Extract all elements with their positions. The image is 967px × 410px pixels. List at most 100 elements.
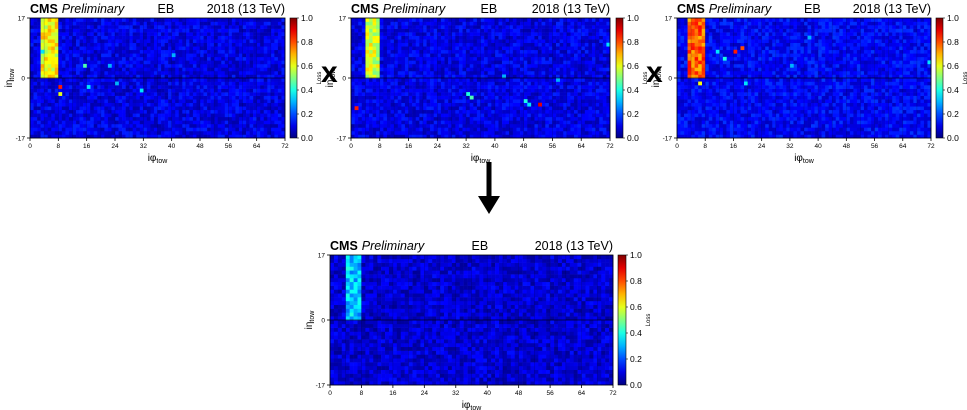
heatmap-cell — [523, 39, 528, 44]
heatmap-cell — [44, 120, 49, 125]
heatmap-cell — [595, 42, 600, 47]
heatmap-cell — [196, 95, 201, 100]
heatmap-cell — [267, 25, 272, 29]
heatmap-cell — [404, 21, 409, 26]
heatmap-cell — [86, 25, 91, 29]
heatmap-cell — [487, 56, 492, 61]
heatmap-cell — [178, 99, 183, 104]
heatmap-cell — [61, 81, 66, 86]
heatmap-cell — [97, 81, 102, 86]
heatmap-cell — [473, 67, 478, 72]
heatmap-cell — [523, 95, 528, 100]
heatmap-cell — [552, 25, 557, 29]
heatmap-cell — [584, 60, 589, 65]
heatmap-cell — [354, 85, 359, 89]
heatmap-cell — [274, 109, 279, 114]
heatmap-cell — [185, 49, 190, 54]
heatmap-cell — [404, 130, 409, 135]
heatmap-cell — [118, 78, 123, 82]
heatmap-cell — [157, 88, 162, 93]
x-tick-label: 72 — [281, 143, 289, 150]
heatmap-cell — [502, 42, 506, 47]
heatmap-cell — [246, 39, 250, 44]
heatmap-cell — [132, 116, 137, 121]
heatmap-cell — [122, 21, 126, 26]
heatmap-cell — [351, 70, 355, 75]
heatmap-cell — [448, 53, 453, 58]
heatmap-cell — [437, 46, 442, 51]
heatmap-cell — [404, 46, 409, 51]
heatmap-cell — [552, 46, 557, 51]
heatmap-cell — [498, 56, 503, 61]
heatmap-cell — [505, 74, 510, 79]
status-label: Preliminary — [383, 2, 446, 16]
heatmap-cell — [390, 53, 395, 58]
heatmap-cell — [54, 25, 59, 29]
heatmap-cell — [54, 123, 59, 128]
heatmap-cell — [419, 102, 424, 107]
heatmap-cell — [168, 18, 172, 22]
heatmap-cell — [281, 74, 286, 79]
heatmap-cell — [419, 49, 424, 54]
heatmap-cell — [516, 70, 521, 75]
heatmap-cell — [168, 39, 172, 44]
heatmap-cell — [72, 28, 77, 33]
heatmap-cell — [178, 81, 183, 86]
heatmap-cell — [242, 25, 247, 29]
heatmap-cell — [40, 120, 45, 125]
heatmap-cell — [168, 21, 172, 26]
heatmap-cell — [267, 95, 272, 100]
heatmap-svg: CMS Preliminary EB 2018 (13 TeV)0 8 16 24 32 40 4… — [325, 2, 649, 165]
heatmap-cell — [189, 92, 194, 96]
heatmap-cell — [469, 21, 474, 26]
heatmap-cell — [185, 74, 190, 79]
heatmap-cell — [606, 25, 611, 29]
heatmap-cell — [175, 53, 180, 58]
heatmap-cell — [606, 85, 611, 89]
heatmap-cell — [368, 116, 373, 121]
heatmap-cell — [182, 88, 187, 93]
heatmap-cell — [559, 92, 564, 96]
heatmap-cell — [484, 25, 488, 29]
heatmap-cell — [207, 46, 211, 51]
heatmap-cell — [263, 46, 268, 51]
heatmap-cell — [491, 28, 496, 33]
heatmap-cell — [47, 78, 52, 82]
heatmap-cell — [592, 56, 596, 61]
heatmap-cell — [588, 113, 593, 118]
heatmap-cell — [512, 106, 517, 111]
heatmap-cell — [249, 63, 254, 68]
heatmap-cell — [383, 127, 388, 132]
heatmap-cell — [143, 49, 148, 54]
heatmap-cell — [383, 67, 388, 72]
heatmap-cell — [277, 134, 282, 139]
heatmap-cell — [599, 92, 604, 96]
heatmap-cell — [469, 99, 474, 104]
heatmap-cell — [584, 21, 589, 26]
heatmap-cell — [376, 134, 381, 139]
heatmap-cell — [390, 49, 395, 54]
heatmap-cell — [267, 109, 272, 114]
heatmap-cell — [538, 63, 542, 68]
heatmap-cell — [469, 109, 474, 114]
heatmap-cell — [415, 18, 420, 22]
heatmap-cell — [412, 67, 417, 72]
heatmap-cell — [203, 18, 208, 22]
heatmap-cell — [207, 28, 211, 33]
heatmap-cell — [242, 46, 247, 51]
heatmap-cell — [281, 106, 286, 111]
heatmap-cell — [527, 74, 532, 79]
heatmap-cell — [469, 85, 474, 89]
heatmap-cell — [361, 127, 366, 132]
heatmap-cell — [440, 46, 445, 51]
heatmap-cell — [520, 74, 524, 79]
heatmap-cell — [249, 21, 254, 26]
heatmap-cell — [143, 95, 148, 100]
heatmap-cell — [260, 81, 265, 86]
heatmap-cell — [221, 95, 226, 100]
heatmap-cell — [111, 127, 116, 132]
heatmap-cell — [132, 18, 137, 22]
heatmap-cell — [581, 35, 586, 40]
heatmap-cell — [491, 88, 496, 93]
heatmap-cell — [83, 70, 87, 75]
